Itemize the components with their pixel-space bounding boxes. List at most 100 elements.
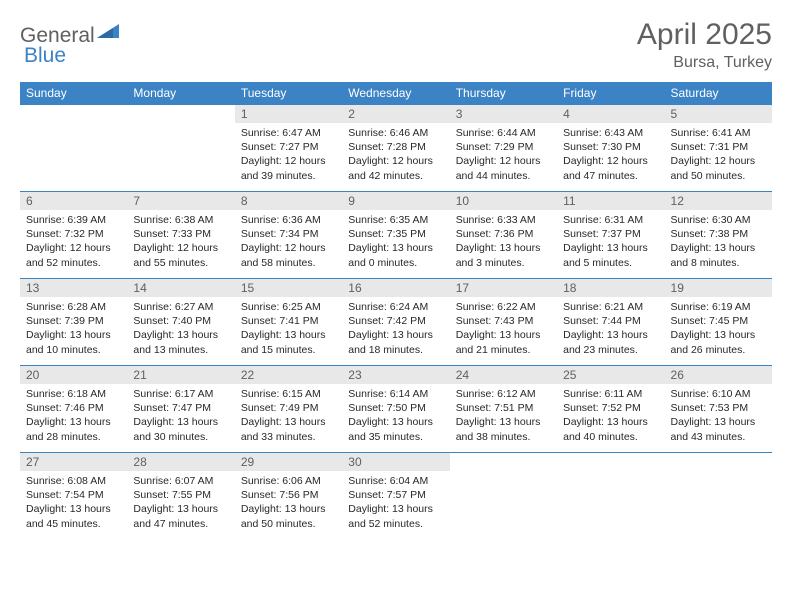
calendar-day-cell: 1Sunrise: 6:47 AMSunset: 7:27 PMDaylight… bbox=[235, 105, 342, 192]
day-number: 21 bbox=[127, 366, 234, 384]
day-number: 27 bbox=[20, 453, 127, 471]
daylight-text-1: Daylight: 13 hours bbox=[456, 415, 551, 429]
day-number: 3 bbox=[450, 105, 557, 123]
sunset-text: Sunset: 7:56 PM bbox=[241, 488, 336, 502]
calendar-day-cell: 4Sunrise: 6:43 AMSunset: 7:30 PMDaylight… bbox=[557, 105, 664, 192]
daylight-text-2: and 38 minutes. bbox=[456, 430, 551, 444]
sunrise-text: Sunrise: 6:08 AM bbox=[26, 474, 121, 488]
sunset-text: Sunset: 7:36 PM bbox=[456, 227, 551, 241]
daylight-text-2: and 52 minutes. bbox=[26, 256, 121, 270]
sunrise-text: Sunrise: 6:46 AM bbox=[348, 126, 443, 140]
daylight-text-1: Daylight: 13 hours bbox=[671, 241, 766, 255]
sunrise-text: Sunrise: 6:35 AM bbox=[348, 213, 443, 227]
calendar-day-cell: 27Sunrise: 6:08 AMSunset: 7:54 PMDayligh… bbox=[20, 453, 127, 540]
daylight-text-1: Daylight: 13 hours bbox=[563, 241, 658, 255]
calendar-day-cell: 17Sunrise: 6:22 AMSunset: 7:43 PMDayligh… bbox=[450, 279, 557, 366]
sunset-text: Sunset: 7:53 PM bbox=[671, 401, 766, 415]
daylight-text-1: Daylight: 13 hours bbox=[241, 502, 336, 516]
day-info: Sunrise: 6:15 AMSunset: 7:49 PMDaylight:… bbox=[235, 384, 342, 446]
daylight-text-1: Daylight: 13 hours bbox=[133, 502, 228, 516]
weekday-header: Saturday bbox=[665, 82, 772, 105]
daylight-text-2: and 58 minutes. bbox=[241, 256, 336, 270]
daylight-text-1: Daylight: 12 hours bbox=[671, 154, 766, 168]
day-number: 7 bbox=[127, 192, 234, 210]
sunrise-text: Sunrise: 6:21 AM bbox=[563, 300, 658, 314]
daylight-text-2: and 3 minutes. bbox=[456, 256, 551, 270]
day-info: Sunrise: 6:24 AMSunset: 7:42 PMDaylight:… bbox=[342, 297, 449, 359]
sunrise-text: Sunrise: 6:38 AM bbox=[133, 213, 228, 227]
sunrise-text: Sunrise: 6:24 AM bbox=[348, 300, 443, 314]
day-info: Sunrise: 6:12 AMSunset: 7:51 PMDaylight:… bbox=[450, 384, 557, 446]
weekday-header: Monday bbox=[127, 82, 234, 105]
calendar-day-cell: 19Sunrise: 6:19 AMSunset: 7:45 PMDayligh… bbox=[665, 279, 772, 366]
sunrise-text: Sunrise: 6:44 AM bbox=[456, 126, 551, 140]
calendar-day-cell: 24Sunrise: 6:12 AMSunset: 7:51 PMDayligh… bbox=[450, 366, 557, 453]
calendar-day-cell: . bbox=[127, 105, 234, 192]
daylight-text-1: Daylight: 13 hours bbox=[348, 328, 443, 342]
sunset-text: Sunset: 7:32 PM bbox=[26, 227, 121, 241]
day-info: Sunrise: 6:22 AMSunset: 7:43 PMDaylight:… bbox=[450, 297, 557, 359]
day-info: Sunrise: 6:38 AMSunset: 7:33 PMDaylight:… bbox=[127, 210, 234, 272]
sunrise-text: Sunrise: 6:39 AM bbox=[26, 213, 121, 227]
calendar-day-cell: . bbox=[665, 453, 772, 540]
calendar-week-row: 27Sunrise: 6:08 AMSunset: 7:54 PMDayligh… bbox=[20, 453, 772, 540]
calendar-table: SundayMondayTuesdayWednesdayThursdayFrid… bbox=[20, 82, 772, 540]
daylight-text-2: and 30 minutes. bbox=[133, 430, 228, 444]
sunrise-text: Sunrise: 6:11 AM bbox=[563, 387, 658, 401]
calendar-day-cell: 29Sunrise: 6:06 AMSunset: 7:56 PMDayligh… bbox=[235, 453, 342, 540]
day-number: 15 bbox=[235, 279, 342, 297]
daylight-text-1: Daylight: 12 hours bbox=[456, 154, 551, 168]
sunrise-text: Sunrise: 6:27 AM bbox=[133, 300, 228, 314]
calendar-day-cell: 26Sunrise: 6:10 AMSunset: 7:53 PMDayligh… bbox=[665, 366, 772, 453]
daylight-text-2: and 5 minutes. bbox=[563, 256, 658, 270]
sunrise-text: Sunrise: 6:15 AM bbox=[241, 387, 336, 401]
calendar-week-row: 6Sunrise: 6:39 AMSunset: 7:32 PMDaylight… bbox=[20, 192, 772, 279]
day-number: 25 bbox=[557, 366, 664, 384]
day-number: 2 bbox=[342, 105, 449, 123]
day-info: Sunrise: 6:36 AMSunset: 7:34 PMDaylight:… bbox=[235, 210, 342, 272]
calendar-day-cell: 16Sunrise: 6:24 AMSunset: 7:42 PMDayligh… bbox=[342, 279, 449, 366]
calendar-day-cell: 13Sunrise: 6:28 AMSunset: 7:39 PMDayligh… bbox=[20, 279, 127, 366]
day-number: 17 bbox=[450, 279, 557, 297]
calendar-day-cell: 5Sunrise: 6:41 AMSunset: 7:31 PMDaylight… bbox=[665, 105, 772, 192]
calendar-day-cell: 3Sunrise: 6:44 AMSunset: 7:29 PMDaylight… bbox=[450, 105, 557, 192]
sunrise-text: Sunrise: 6:41 AM bbox=[671, 126, 766, 140]
calendar-day-cell: . bbox=[557, 453, 664, 540]
daylight-text-1: Daylight: 13 hours bbox=[133, 415, 228, 429]
day-number: 23 bbox=[342, 366, 449, 384]
day-number: 1 bbox=[235, 105, 342, 123]
sunset-text: Sunset: 7:29 PM bbox=[456, 140, 551, 154]
sunset-text: Sunset: 7:38 PM bbox=[671, 227, 766, 241]
day-number: 4 bbox=[557, 105, 664, 123]
daylight-text-1: Daylight: 13 hours bbox=[348, 502, 443, 516]
daylight-text-2: and 44 minutes. bbox=[456, 169, 551, 183]
day-number: 28 bbox=[127, 453, 234, 471]
daylight-text-2: and 47 minutes. bbox=[563, 169, 658, 183]
sunset-text: Sunset: 7:50 PM bbox=[348, 401, 443, 415]
daylight-text-2: and 28 minutes. bbox=[26, 430, 121, 444]
daylight-text-1: Daylight: 13 hours bbox=[133, 328, 228, 342]
day-info: Sunrise: 6:35 AMSunset: 7:35 PMDaylight:… bbox=[342, 210, 449, 272]
sunset-text: Sunset: 7:34 PM bbox=[241, 227, 336, 241]
day-info: Sunrise: 6:43 AMSunset: 7:30 PMDaylight:… bbox=[557, 123, 664, 185]
calendar-week-row: ..1Sunrise: 6:47 AMSunset: 7:27 PMDaylig… bbox=[20, 105, 772, 192]
day-info: Sunrise: 6:44 AMSunset: 7:29 PMDaylight:… bbox=[450, 123, 557, 185]
sunset-text: Sunset: 7:41 PM bbox=[241, 314, 336, 328]
sunrise-text: Sunrise: 6:07 AM bbox=[133, 474, 228, 488]
calendar-day-cell: 7Sunrise: 6:38 AMSunset: 7:33 PMDaylight… bbox=[127, 192, 234, 279]
calendar-day-cell: 9Sunrise: 6:35 AMSunset: 7:35 PMDaylight… bbox=[342, 192, 449, 279]
daylight-text-2: and 26 minutes. bbox=[671, 343, 766, 357]
daylight-text-1: Daylight: 13 hours bbox=[671, 328, 766, 342]
weekday-header: Thursday bbox=[450, 82, 557, 105]
sunrise-text: Sunrise: 6:30 AM bbox=[671, 213, 766, 227]
daylight-text-1: Daylight: 13 hours bbox=[348, 415, 443, 429]
daylight-text-2: and 35 minutes. bbox=[348, 430, 443, 444]
daylight-text-2: and 50 minutes. bbox=[241, 517, 336, 531]
sunrise-text: Sunrise: 6:47 AM bbox=[241, 126, 336, 140]
sunrise-text: Sunrise: 6:12 AM bbox=[456, 387, 551, 401]
daylight-text-2: and 42 minutes. bbox=[348, 169, 443, 183]
weekday-header: Wednesday bbox=[342, 82, 449, 105]
day-info: Sunrise: 6:11 AMSunset: 7:52 PMDaylight:… bbox=[557, 384, 664, 446]
sunrise-text: Sunrise: 6:18 AM bbox=[26, 387, 121, 401]
calendar-page: General April 2025 Bursa, Turkey Blue Su… bbox=[0, 0, 792, 540]
